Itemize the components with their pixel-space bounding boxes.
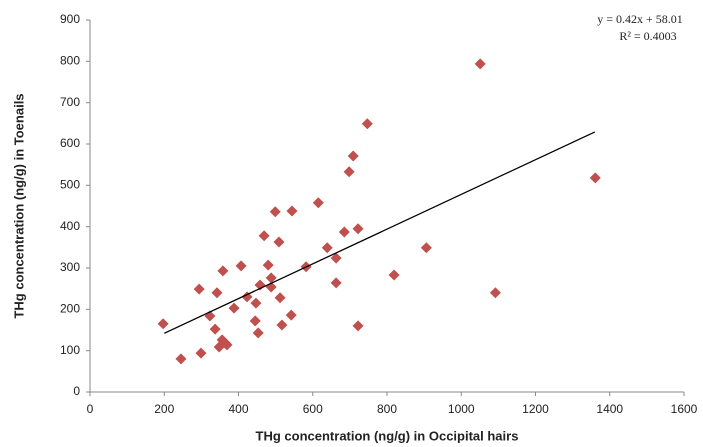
y-tick-label: 100 <box>60 343 80 357</box>
point <box>352 223 364 235</box>
y-tick-label: 600 <box>60 136 80 150</box>
y-tick-label: 800 <box>60 54 80 68</box>
y-axis-label: THg concentration (ng/g) in Toenails <box>11 93 26 318</box>
point <box>361 118 373 130</box>
point <box>241 291 253 303</box>
point <box>388 269 400 281</box>
trendline <box>163 131 596 334</box>
point <box>258 230 270 242</box>
point <box>420 242 432 254</box>
point <box>195 347 207 359</box>
y-tick-label: 900 <box>60 12 80 26</box>
point <box>273 236 285 248</box>
point <box>489 287 501 299</box>
point <box>193 283 205 295</box>
point <box>286 205 298 217</box>
x-tick-label: 400 <box>228 402 248 416</box>
point <box>228 302 240 314</box>
r-squared: R² = 0.4003 <box>619 29 676 43</box>
point <box>265 272 277 284</box>
point <box>330 252 342 264</box>
point <box>321 242 333 254</box>
point <box>343 166 355 178</box>
trend-equation: y = 0.42x + 58.01 <box>597 12 683 26</box>
point <box>252 327 264 339</box>
point <box>285 309 297 321</box>
y-tick-label: 0 <box>73 384 80 398</box>
point <box>474 58 486 70</box>
y-tick-label: 300 <box>60 260 80 274</box>
x-axis-label: THg concentration (ng/g) in Occipital ha… <box>256 428 519 443</box>
x-tick-label: 600 <box>303 402 323 416</box>
point <box>157 318 169 330</box>
point <box>276 319 288 331</box>
point <box>347 150 359 162</box>
point <box>312 197 324 209</box>
point <box>352 320 364 332</box>
x-tick-label: 1600 <box>671 402 698 416</box>
point <box>221 339 233 351</box>
y-tick-label: 500 <box>60 178 80 192</box>
x-tick-label: 0 <box>87 402 94 416</box>
x-tick-label: 800 <box>377 402 397 416</box>
point <box>589 172 601 184</box>
point <box>211 287 223 299</box>
y-tick-label: 200 <box>60 302 80 316</box>
point <box>262 259 274 271</box>
point <box>269 206 281 218</box>
x-tick-label: 1200 <box>522 402 549 416</box>
point <box>209 323 221 335</box>
point <box>274 292 286 304</box>
point <box>330 277 342 289</box>
point <box>249 315 261 327</box>
point <box>250 297 262 309</box>
point <box>235 260 247 272</box>
y-tick-label: 700 <box>60 95 80 109</box>
point <box>175 353 187 365</box>
point <box>217 265 229 277</box>
y-tick-label: 400 <box>60 219 80 233</box>
x-tick-label: 200 <box>154 402 174 416</box>
x-tick-label: 1000 <box>448 402 475 416</box>
x-tick-label: 1400 <box>596 402 623 416</box>
point <box>338 226 350 238</box>
